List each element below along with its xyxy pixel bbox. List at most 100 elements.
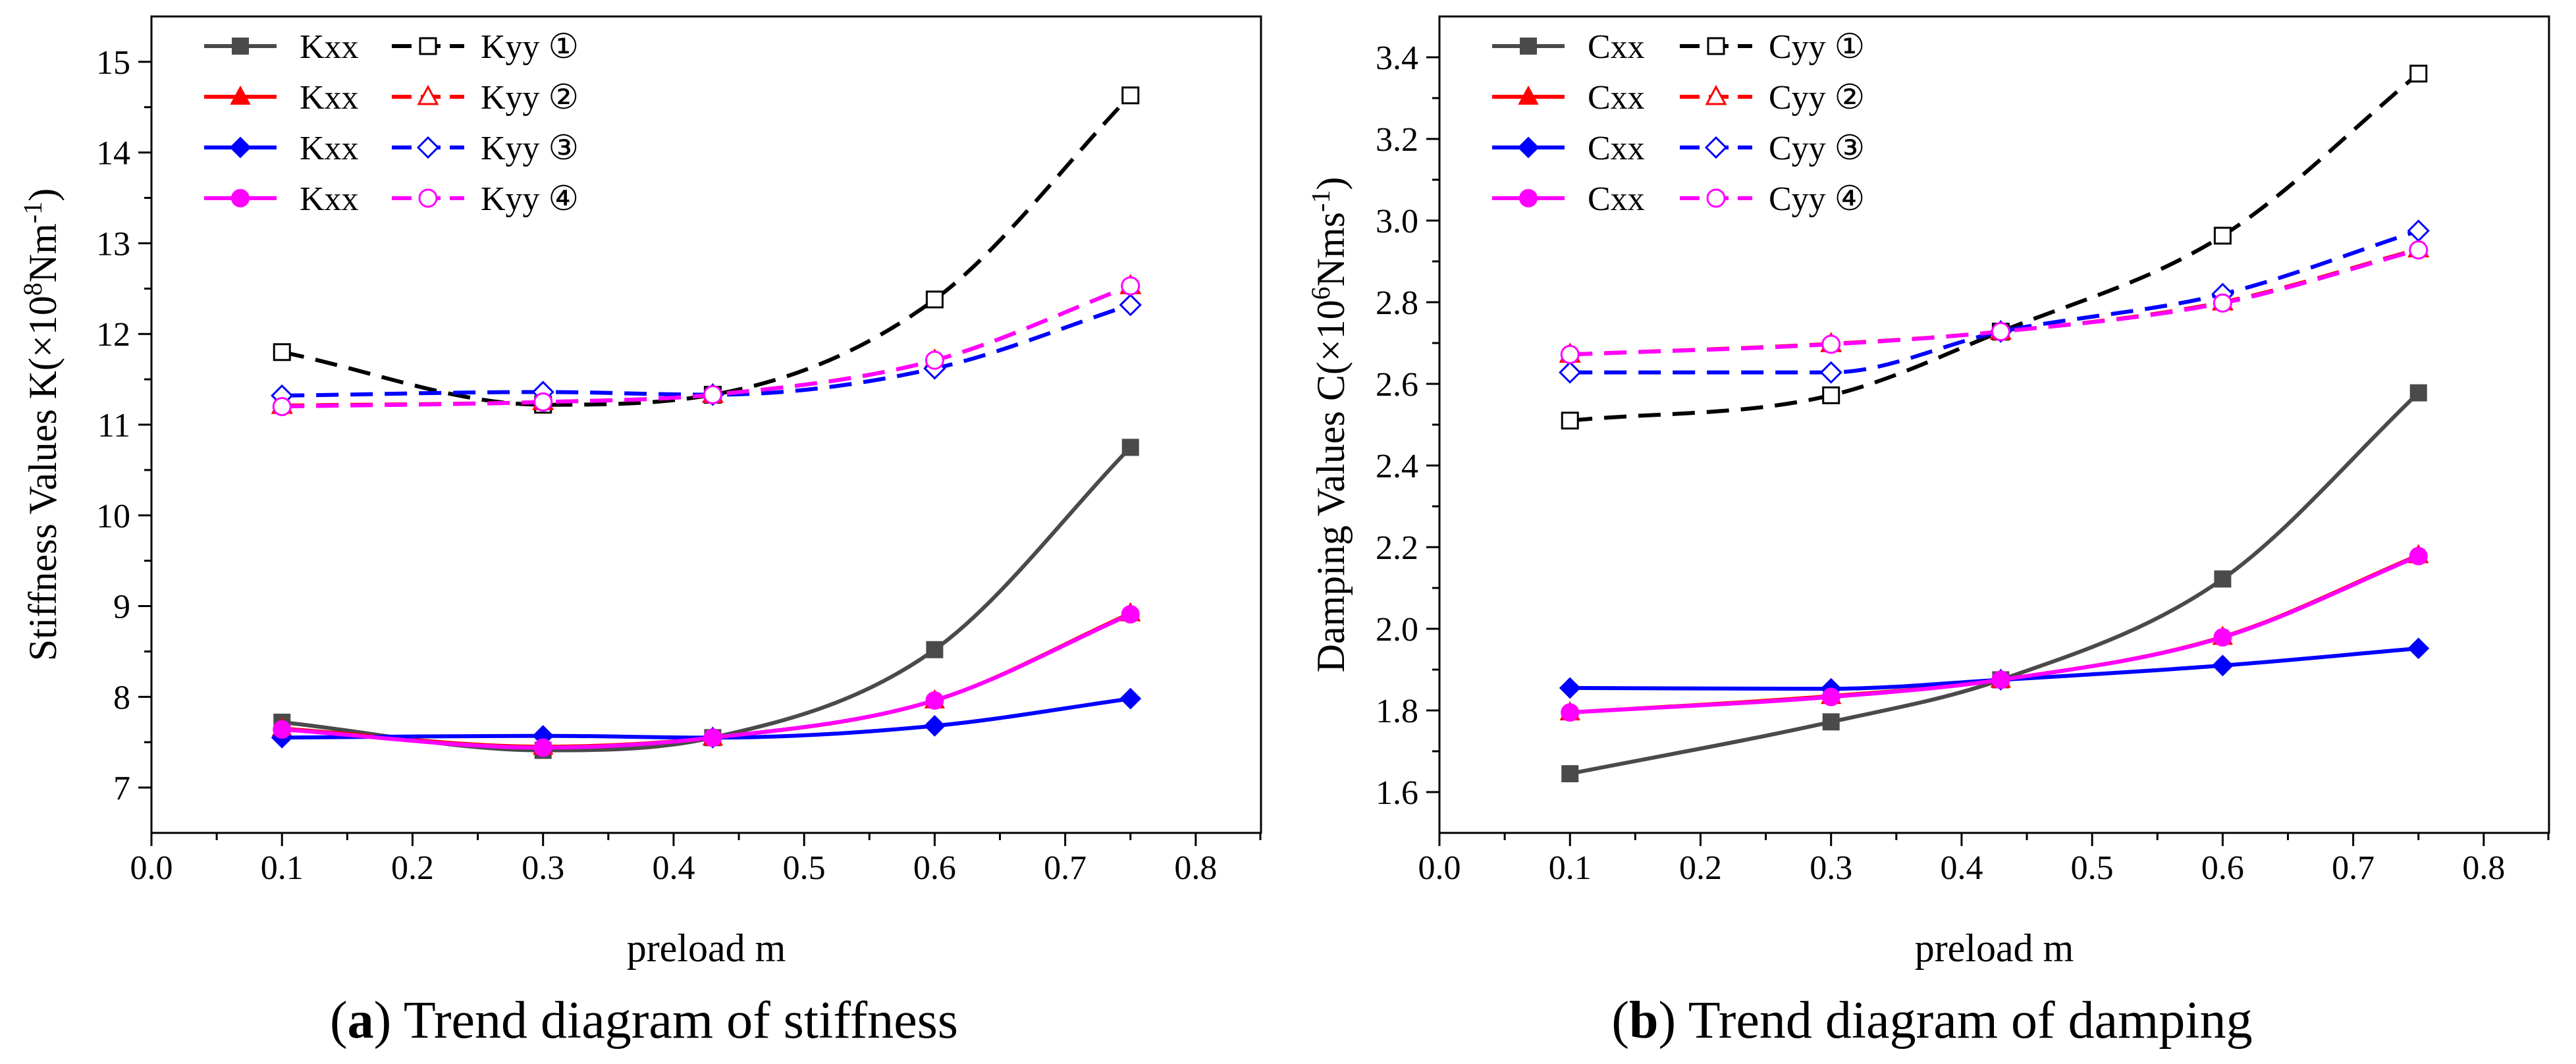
legend-label: Cxx xyxy=(1588,79,1645,117)
x-axis-label: preload m xyxy=(1915,926,2074,970)
damping-chart-panel: 0.0 0.1 0.2 0.3 0.4 0.5 0.6 0.7 0.8 1.6 1.8 2.0 2.2 2… xyxy=(1288,0,2576,1064)
data-point xyxy=(533,392,553,412)
series-line xyxy=(281,93,1132,407)
data-point xyxy=(1119,687,1142,710)
data-point xyxy=(2211,654,2234,677)
y-tick-label: 3.4 xyxy=(1376,40,1418,77)
legend-label: Cyy ③ xyxy=(1769,130,1865,167)
legend-label: Kyy ③ xyxy=(481,130,579,167)
series-line xyxy=(281,446,1132,753)
y-tick-label: 3.2 xyxy=(1376,121,1418,159)
x-axis-label: preload m xyxy=(627,926,786,970)
legend-marker xyxy=(1705,84,1727,105)
data-point xyxy=(1121,86,1140,105)
x-tick-label: 0.6 xyxy=(913,849,956,887)
legend-row: Kxx Kyy ① xyxy=(204,28,579,66)
series-line xyxy=(1569,72,2420,423)
caption-text: Trend diagram of damping xyxy=(1688,992,2253,1050)
data-point xyxy=(1561,412,1579,430)
y-tick-label: 2.6 xyxy=(1376,366,1418,404)
data-point xyxy=(1561,703,1580,722)
legend: Kxx Kyy ① Kxx Kyy ② Kxx Kyy ③ Kxx Kyy ④ xyxy=(204,28,579,218)
x-tick-label: 0.1 xyxy=(1549,849,1592,887)
legend-marker xyxy=(1707,37,1725,55)
data-point xyxy=(1561,765,1579,783)
x-tick-label: 0.8 xyxy=(1174,849,1217,887)
caption-text: Trend diagram of stiffness xyxy=(403,992,958,1050)
y-tick-label: 12 xyxy=(96,316,130,354)
legend-marker xyxy=(419,37,437,55)
data-point xyxy=(1822,386,1840,404)
legend-label: Kxx xyxy=(300,28,359,66)
legend-marker xyxy=(1706,188,1726,208)
series-cxx-2 xyxy=(1559,544,2429,721)
x-tick-label: 0.0 xyxy=(130,849,173,887)
y-tick-label: 1.6 xyxy=(1376,774,1418,812)
y-tick-label: 2.0 xyxy=(1376,611,1418,649)
series-line xyxy=(281,611,1132,749)
data-point xyxy=(926,641,944,658)
x-tick-label: 0.3 xyxy=(522,849,564,887)
legend-row: Cxx Cyy ④ xyxy=(1492,180,1865,218)
series-kyy-1 xyxy=(273,86,1140,414)
x-tick-label: 0.0 xyxy=(1418,849,1461,887)
data-point xyxy=(703,728,722,747)
data-point xyxy=(533,738,552,757)
legend-label: Cyy ① xyxy=(1769,28,1865,66)
data-point xyxy=(1559,677,1581,699)
data-point xyxy=(923,715,946,737)
data-point xyxy=(1819,361,1842,384)
legend-label: Kyy ④ xyxy=(481,180,579,218)
data-point xyxy=(1991,670,2010,689)
x-tick-label: 0.3 xyxy=(1810,849,1852,887)
data-point xyxy=(273,720,292,739)
legend: Cxx Cyy ① Cxx Cyy ② Cxx Cyy ③ Cxx Cyy ④ xyxy=(1492,28,1865,218)
data-point xyxy=(1991,322,2010,342)
legend-label: Cxx xyxy=(1588,180,1645,218)
data-point xyxy=(272,396,292,416)
data-point xyxy=(1560,344,1580,364)
legend-row: Kxx Kyy ④ xyxy=(204,180,579,218)
legend-row: Cxx Cyy ① xyxy=(1492,28,1865,66)
y-tick-label: 10 xyxy=(96,498,130,535)
data-point xyxy=(703,385,722,405)
series-cxx-1 xyxy=(1561,384,2427,783)
series-kxx-4 xyxy=(273,604,1140,757)
legend-row: Kxx Kyy ② xyxy=(204,79,579,117)
data-point xyxy=(1121,439,1139,456)
series-line xyxy=(281,612,1132,750)
y-tick-label: 2.4 xyxy=(1376,448,1418,485)
data-point xyxy=(2409,65,2428,83)
legend-label: Cxx xyxy=(1588,130,1645,167)
legend-marker xyxy=(230,85,251,105)
legend-marker xyxy=(232,38,249,55)
legend-marker xyxy=(1517,136,1540,159)
data-point xyxy=(925,290,944,309)
data-point xyxy=(1821,687,1840,706)
data-point xyxy=(2409,384,2427,402)
y-axis-label: Damping Values C(×106Nms-1) xyxy=(1306,177,1353,673)
x-tick-label: 0.6 xyxy=(2201,849,2244,887)
series-cyy-4 xyxy=(1560,240,2428,364)
data-point xyxy=(2213,293,2232,313)
x-tick-label: 0.4 xyxy=(1940,849,1983,887)
legend-label: Kxx xyxy=(300,130,359,167)
data-point xyxy=(1821,334,1841,354)
x-tick-label: 0.7 xyxy=(2332,849,2375,887)
x-tick-label: 0.8 xyxy=(2462,849,2505,887)
legend-marker xyxy=(416,136,440,159)
x-tick-label: 0.5 xyxy=(783,849,826,887)
legend-label: Cyy ② xyxy=(1769,79,1865,117)
x-tick-label: 0.2 xyxy=(1679,849,1722,887)
legend-row: Cxx Cyy ③ xyxy=(1492,130,1865,167)
data-point xyxy=(2213,628,2232,647)
y-tick-label: 8 xyxy=(113,679,130,716)
y-tick-label: 11 xyxy=(97,407,130,444)
legend-label: Kyy ② xyxy=(481,79,579,117)
data-point xyxy=(1121,604,1140,624)
legend-marker xyxy=(1518,85,1539,105)
y-tick-label: 13 xyxy=(96,225,130,263)
y-tick-label: 7 xyxy=(113,770,130,807)
legend-marker xyxy=(418,188,438,208)
y-tick-label: 1.8 xyxy=(1376,693,1418,730)
